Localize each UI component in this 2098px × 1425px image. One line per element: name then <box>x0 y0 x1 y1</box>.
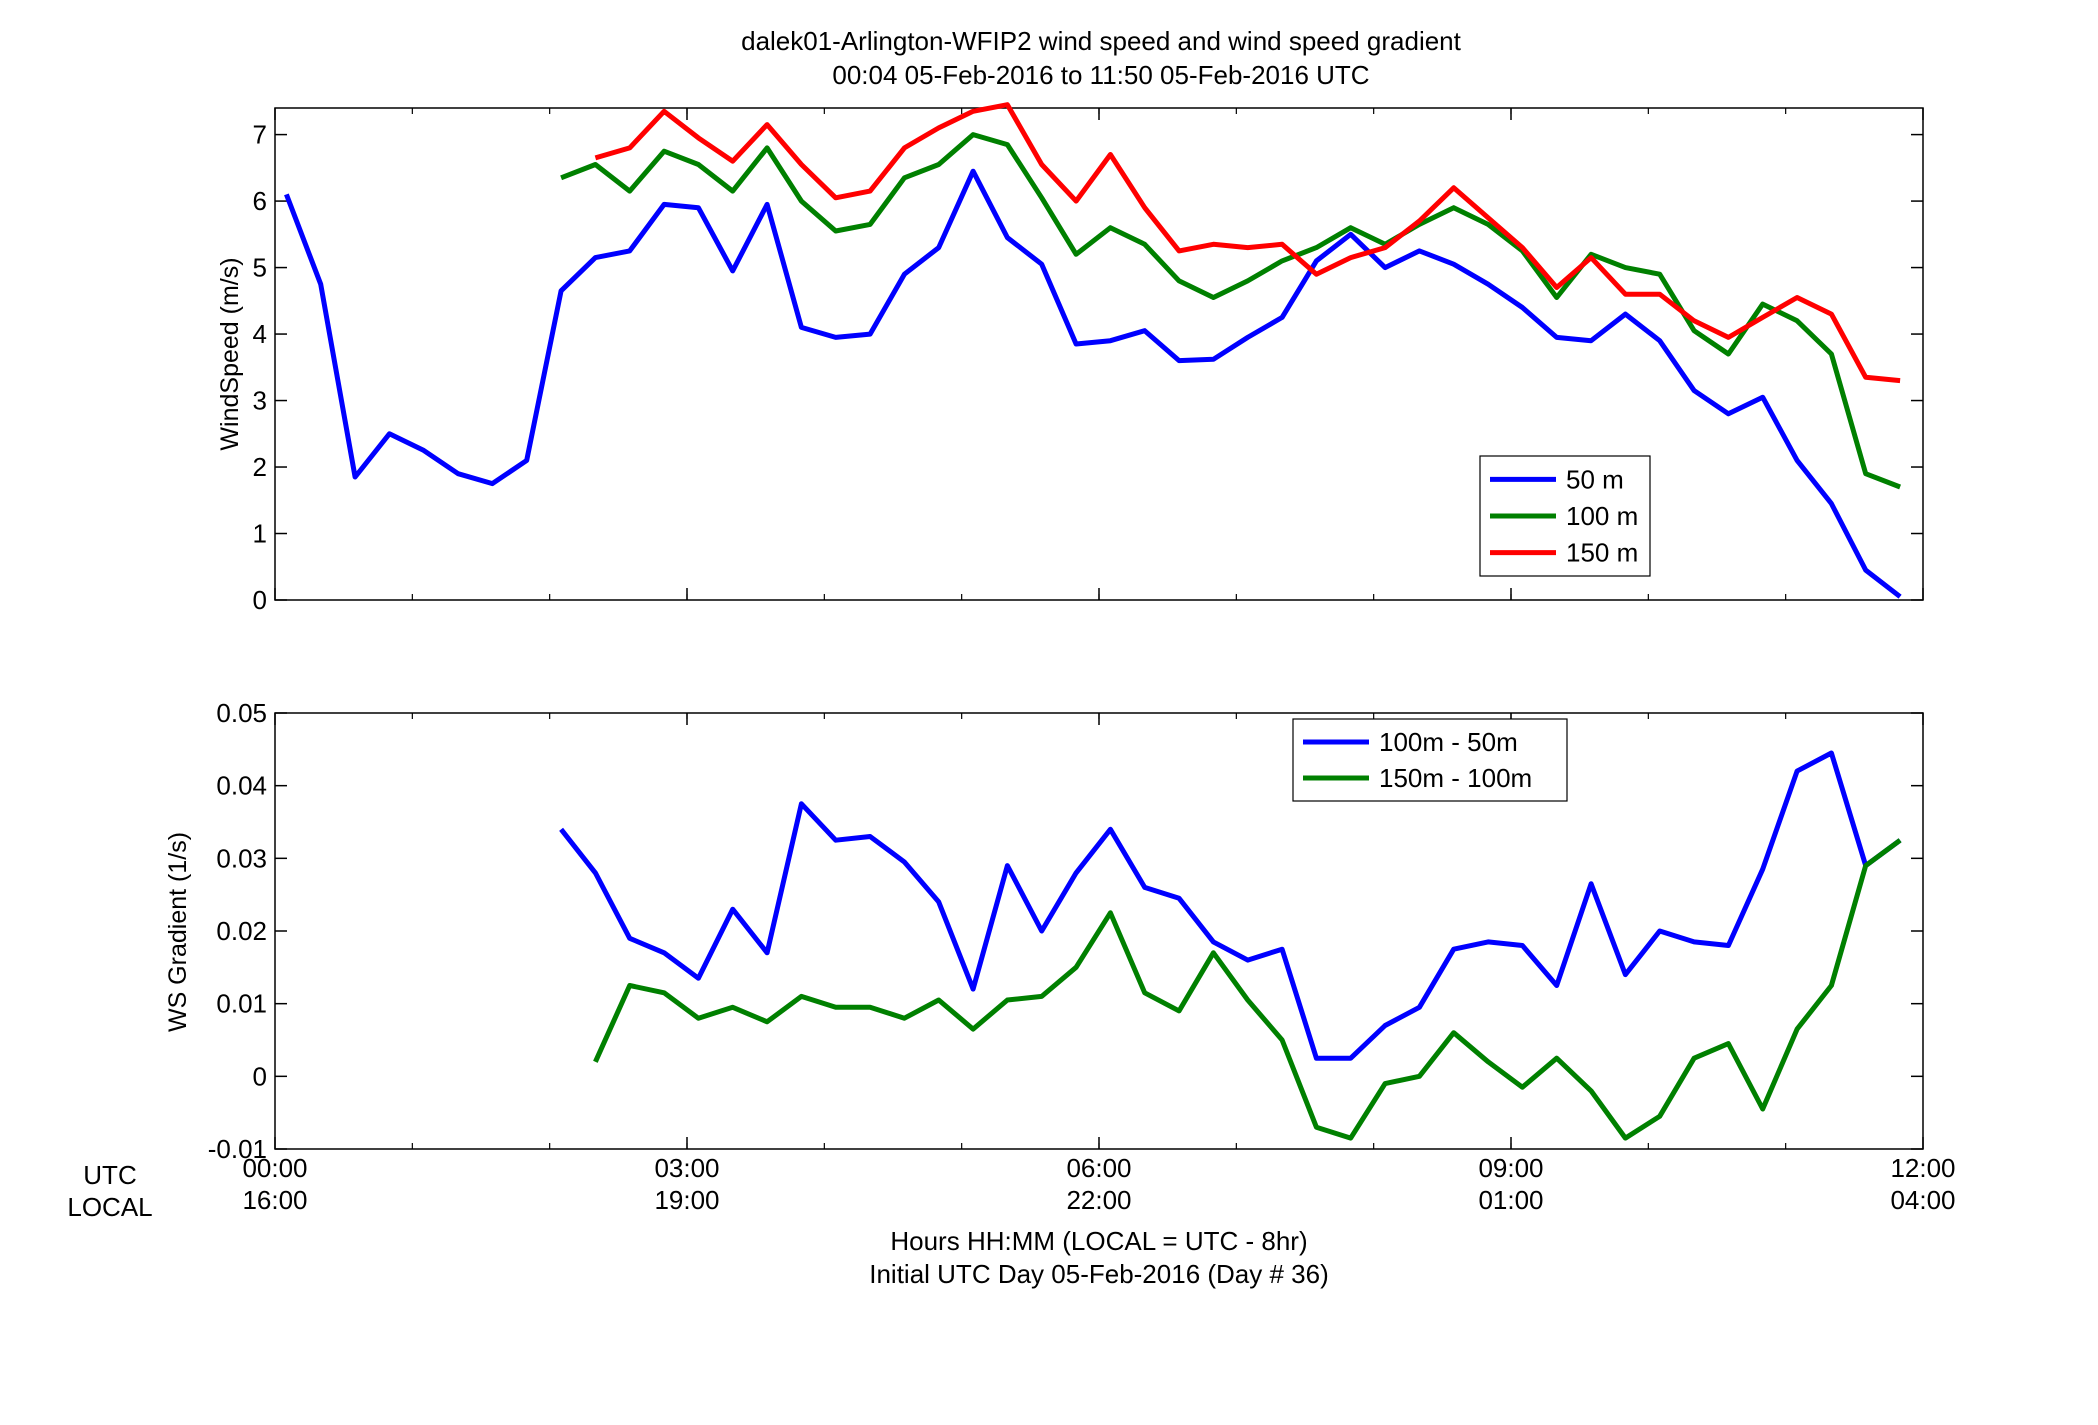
local-row-label: LOCAL <box>67 1192 152 1222</box>
x-tick-label-local: 01:00 <box>1478 1185 1543 1215</box>
x-tick-label-local: 04:00 <box>1890 1185 1955 1215</box>
wind-speed-y-tick-label: 4 <box>253 319 267 349</box>
x-axis-label-line1: Hours HH:MM (LOCAL = UTC - 8hr) <box>890 1226 1307 1256</box>
wind-speed-y-tick-label: 3 <box>253 386 267 416</box>
gradient-legend-label: 100m - 50m <box>1379 727 1518 757</box>
gradient-y-axis-label: WS Gradient (1/s) <box>164 832 192 1032</box>
wind-speed-y-tick-label: 0 <box>253 585 267 615</box>
wind-speed-y-axis-label: WindSpeed (m/s) <box>216 257 244 450</box>
wind-speed-series-line-50-m <box>284 168 1902 599</box>
gradient-series-line-150m-100m <box>593 838 1902 1141</box>
gradient-y-tick-label: -0.01 <box>208 1134 267 1164</box>
gradient-series <box>559 750 1902 1141</box>
gradient-legend-label: 150m - 100m <box>1379 763 1532 793</box>
gradient-y-tick-label: 0 <box>253 1061 267 1091</box>
x-tick-label-utc: 12:00 <box>1890 1153 1955 1183</box>
x-tick-label-utc: 00:00 <box>242 1153 307 1183</box>
wind-speed-legend-label: 50 m <box>1566 464 1624 494</box>
figure-title-line1: dalek01-Arlington-WFIP2 wind speed and w… <box>741 26 1462 56</box>
gradient-y-tick-label: 0.02 <box>216 916 267 946</box>
wind-speed-series-line-100-m <box>560 132 1902 490</box>
x-tick-label-utc: 09:00 <box>1478 1153 1543 1183</box>
gradient-ticks: -0.01 0 0.01 0.02 0.03 0.04 0.05 <box>208 698 1924 1164</box>
wind-speed-y-tick-label: 5 <box>253 253 267 283</box>
x-tick-label-local: 22:00 <box>1066 1185 1131 1215</box>
wind-speed-legend-label: 150 m <box>1566 538 1638 568</box>
wind-speed-legend: 50 m 100 m 150 m <box>1479 455 1651 577</box>
gradient-series-line-100m-50m <box>559 750 1902 1061</box>
wind-speed-panel: 0 1 2 3 4 5 6 7 WindSpeed (m/s) 50 m 100 m 150 m <box>216 102 1924 615</box>
wind-speed-series-line-150-m <box>594 102 1901 384</box>
wind-speed-y-tick-label: 2 <box>253 452 267 482</box>
wind-speed-ticks: 0 1 2 3 4 5 6 7 <box>253 108 1924 615</box>
gradient-y-tick-label: 0.04 <box>216 771 267 801</box>
x-tick-label-local: 19:00 <box>654 1185 719 1215</box>
wind-speed-series <box>284 102 1902 599</box>
wind-speed-y-tick-label: 1 <box>253 519 267 549</box>
x-tick-label-local: 16:00 <box>242 1185 307 1215</box>
gradient-panel: -0.01 0 0.01 0.02 0.03 0.04 0.05 WS Gradient (… <box>164 698 1924 1164</box>
x-tick-label-utc: 03:00 <box>654 1153 719 1183</box>
utc-row-label: UTC <box>83 1160 136 1190</box>
gradient-legend: 100m - 50m 150m - 100m <box>1292 718 1568 802</box>
gradient-y-tick-label: 0.03 <box>216 843 267 873</box>
gradient-y-tick-label: 0.01 <box>216 989 267 1019</box>
wind-speed-legend-label: 100 m <box>1566 501 1638 531</box>
x-tick-label-utc: 06:00 <box>1066 1153 1131 1183</box>
wind-speed-y-tick-label: 7 <box>253 120 267 150</box>
x-axis-label-line2: Initial UTC Day 05-Feb-2016 (Day # 36) <box>869 1259 1329 1289</box>
gradient-legend-box <box>1292 718 1568 802</box>
wind-speed-y-tick-label: 6 <box>253 186 267 216</box>
figure-title-line2: 00:04 05-Feb-2016 to 11:50 05-Feb-2016 U… <box>832 60 1369 90</box>
gradient-y-tick-label: 0.05 <box>216 698 267 728</box>
